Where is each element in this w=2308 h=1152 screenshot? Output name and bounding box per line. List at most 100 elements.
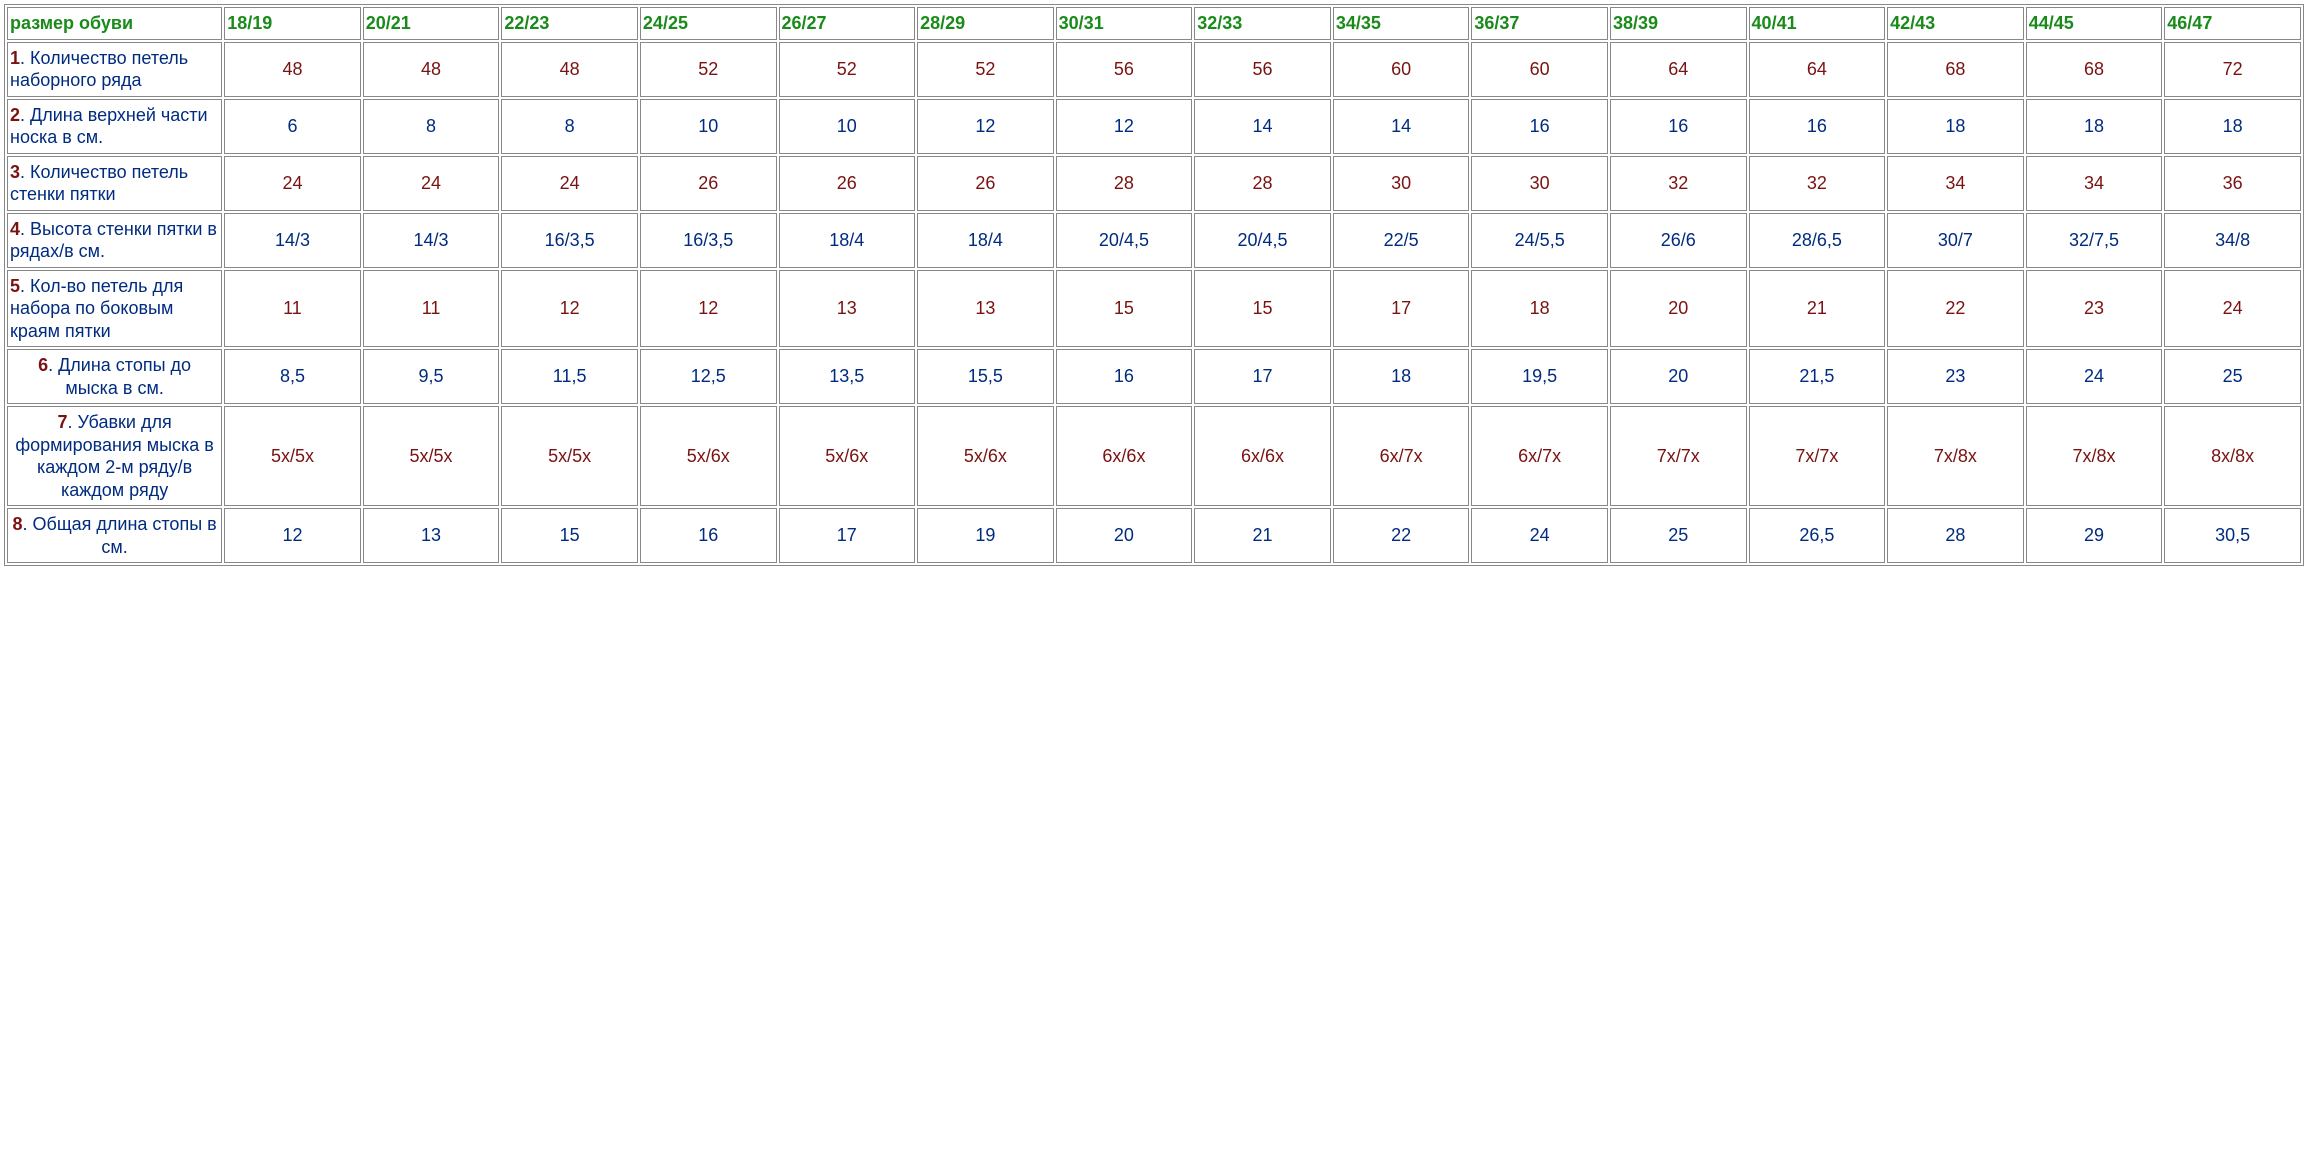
data-cell: 24 xyxy=(501,156,638,211)
sock-sizing-table: размер обуви 18/1920/2122/2324/2526/2728… xyxy=(4,4,2304,566)
data-cell: 9,5 xyxy=(363,349,500,404)
data-cell: 23 xyxy=(2026,270,2163,348)
data-cell: 52 xyxy=(779,42,916,97)
data-cell: 52 xyxy=(917,42,1054,97)
data-cell: 13 xyxy=(363,508,500,563)
data-cell: 24 xyxy=(363,156,500,211)
data-cell: 56 xyxy=(1194,42,1331,97)
row-label: 3. Количество петель стенки пятки xyxy=(7,156,222,211)
data-cell: 8 xyxy=(501,99,638,154)
data-cell: 34 xyxy=(1887,156,2024,211)
data-cell: 26 xyxy=(917,156,1054,211)
data-cell: 26 xyxy=(779,156,916,211)
data-cell: 48 xyxy=(363,42,500,97)
row-number: 2 xyxy=(10,105,20,125)
row-number: 4 xyxy=(10,219,20,239)
row-label: 7. Убавки для формирования мыска в каждо… xyxy=(7,406,222,506)
size-header: 32/33 xyxy=(1194,7,1331,40)
data-cell: 12 xyxy=(640,270,777,348)
row-label-text: . Высота стенки пятки в рядах/в см. xyxy=(10,219,217,262)
corner-header: размер обуви xyxy=(7,7,222,40)
data-cell: 30 xyxy=(1471,156,1608,211)
data-cell: 34/8 xyxy=(2164,213,2301,268)
data-cell: 22/5 xyxy=(1333,213,1470,268)
data-cell: 19 xyxy=(917,508,1054,563)
data-cell: 12 xyxy=(917,99,1054,154)
data-cell: 20 xyxy=(1056,508,1193,563)
table-row: 1. Количество петель наборного ряда48484… xyxy=(7,42,2301,97)
data-cell: 21,5 xyxy=(1749,349,1886,404)
table-header-row: размер обуви 18/1920/2122/2324/2526/2728… xyxy=(7,7,2301,40)
data-cell: 24/5,5 xyxy=(1471,213,1608,268)
data-cell: 10 xyxy=(640,99,777,154)
data-cell: 16 xyxy=(1056,349,1193,404)
data-cell: 5x/6x xyxy=(779,406,916,506)
data-cell: 22 xyxy=(1887,270,2024,348)
data-cell: 17 xyxy=(1194,349,1331,404)
data-cell: 25 xyxy=(1610,508,1747,563)
data-cell: 32/7,5 xyxy=(2026,213,2163,268)
data-cell: 30,5 xyxy=(2164,508,2301,563)
table-row: 2. Длина верхней части носка в см.688101… xyxy=(7,99,2301,154)
data-cell: 20 xyxy=(1610,270,1747,348)
data-cell: 7x/7x xyxy=(1610,406,1747,506)
data-cell: 14 xyxy=(1333,99,1470,154)
size-header: 44/45 xyxy=(2026,7,2163,40)
row-label: 1. Количество петель наборного ряда xyxy=(7,42,222,97)
row-label: 8. Общая длина стопы в см. xyxy=(7,508,222,563)
data-cell: 36 xyxy=(2164,156,2301,211)
row-label: 5. Кол-во петель для набора по боковым к… xyxy=(7,270,222,348)
data-cell: 7x/8x xyxy=(2026,406,2163,506)
row-label-text: . Общая длина стопы в см. xyxy=(23,514,217,557)
size-header: 18/19 xyxy=(224,7,361,40)
size-header: 42/43 xyxy=(1887,7,2024,40)
data-cell: 17 xyxy=(1333,270,1470,348)
data-cell: 16 xyxy=(640,508,777,563)
data-cell: 6x/6x xyxy=(1056,406,1193,506)
data-cell: 28 xyxy=(1887,508,2024,563)
data-cell: 11,5 xyxy=(501,349,638,404)
data-cell: 21 xyxy=(1194,508,1331,563)
data-cell: 56 xyxy=(1056,42,1193,97)
data-cell: 25 xyxy=(2164,349,2301,404)
data-cell: 16 xyxy=(1610,99,1747,154)
data-cell: 15,5 xyxy=(917,349,1054,404)
data-cell: 48 xyxy=(224,42,361,97)
data-cell: 5x/5x xyxy=(224,406,361,506)
data-cell: 12 xyxy=(224,508,361,563)
row-number: 1 xyxy=(10,48,20,68)
row-number: 8 xyxy=(12,514,22,534)
data-cell: 48 xyxy=(501,42,638,97)
data-cell: 8,5 xyxy=(224,349,361,404)
table-row: 8. Общая длина стопы в см.12131516171920… xyxy=(7,508,2301,563)
size-header: 28/29 xyxy=(917,7,1054,40)
data-cell: 12,5 xyxy=(640,349,777,404)
data-cell: 18 xyxy=(2026,99,2163,154)
data-cell: 11 xyxy=(224,270,361,348)
data-cell: 15 xyxy=(1194,270,1331,348)
data-cell: 5x/5x xyxy=(501,406,638,506)
data-cell: 16 xyxy=(1471,99,1608,154)
row-label-text: . Длина верхней части носка в см. xyxy=(10,105,208,148)
row-number: 7 xyxy=(57,412,67,432)
data-cell: 18 xyxy=(1887,99,2024,154)
data-cell: 12 xyxy=(1056,99,1193,154)
data-cell: 28 xyxy=(1056,156,1193,211)
table-row: 3. Количество петель стенки пятки2424242… xyxy=(7,156,2301,211)
data-cell: 34 xyxy=(2026,156,2163,211)
data-cell: 24 xyxy=(2164,270,2301,348)
data-cell: 8x/8x xyxy=(2164,406,2301,506)
data-cell: 6 xyxy=(224,99,361,154)
data-cell: 21 xyxy=(1749,270,1886,348)
data-cell: 18/4 xyxy=(917,213,1054,268)
data-cell: 68 xyxy=(1887,42,2024,97)
data-cell: 13,5 xyxy=(779,349,916,404)
data-cell: 30 xyxy=(1333,156,1470,211)
size-header: 30/31 xyxy=(1056,7,1193,40)
data-cell: 18 xyxy=(1471,270,1608,348)
data-cell: 20 xyxy=(1610,349,1747,404)
data-cell: 15 xyxy=(501,508,638,563)
data-cell: 32 xyxy=(1749,156,1886,211)
size-header: 24/25 xyxy=(640,7,777,40)
data-cell: 20/4,5 xyxy=(1194,213,1331,268)
